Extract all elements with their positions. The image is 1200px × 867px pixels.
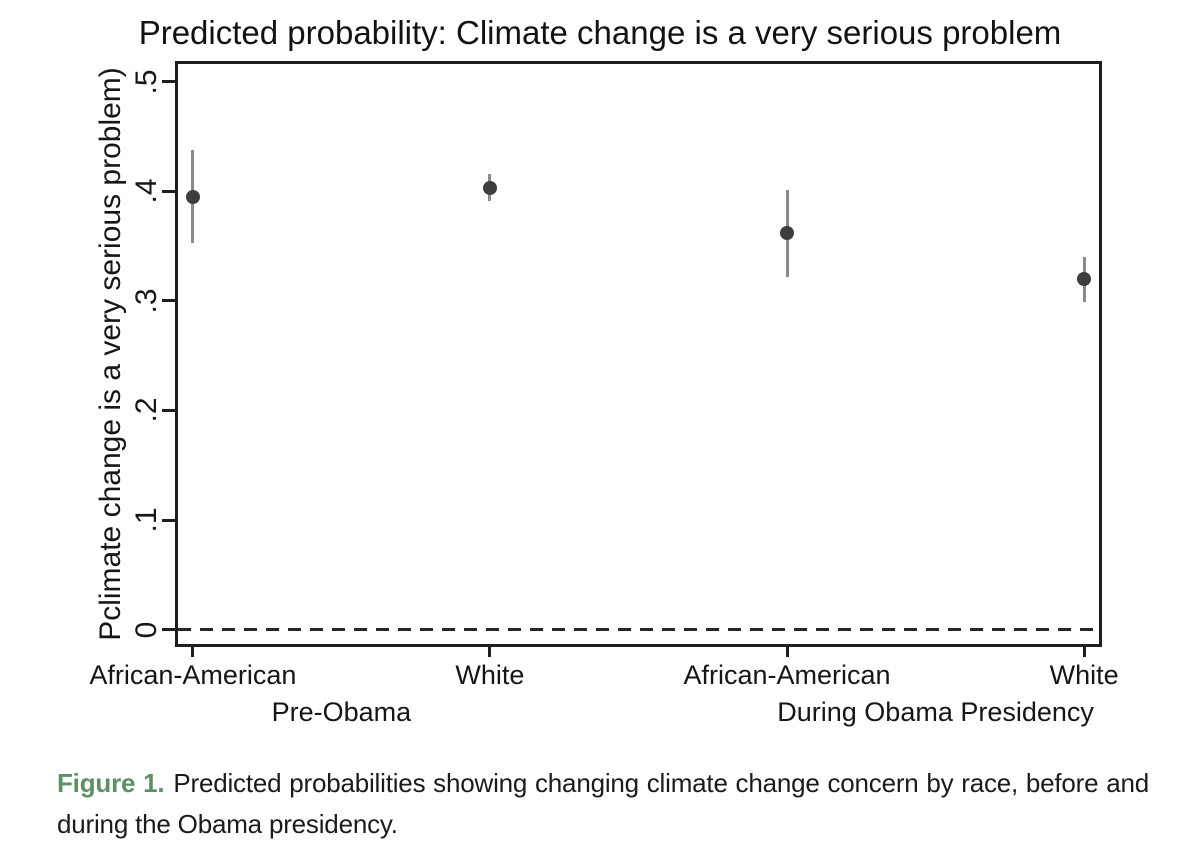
y-tick-mark xyxy=(162,80,175,84)
x-group-label: Pre-Obama xyxy=(271,697,412,727)
plot-area: 0 .1 .2 .3 .4 .5 African-American White African-… xyxy=(89,61,1119,727)
y-tick-mark xyxy=(162,518,175,522)
figure-caption: Figure 1. Predicted probabilities showing… xyxy=(57,763,1149,845)
y-tick-mark xyxy=(162,189,175,193)
data-point-marker xyxy=(185,189,200,204)
y-tick-label: 0 xyxy=(130,621,163,639)
data-point-marker xyxy=(482,180,497,195)
x-tick-label: White xyxy=(1049,660,1119,690)
x-tick-mark xyxy=(488,644,492,657)
y-tick-label: .2 xyxy=(130,397,163,423)
x-tick-mark xyxy=(1082,644,1086,657)
caption-label: Figure 1. xyxy=(57,768,165,798)
x-tick-label: White xyxy=(455,660,525,690)
y-tick-mark xyxy=(162,628,175,632)
data-point-marker xyxy=(1077,271,1092,286)
caption-text: Predicted probabilities showing changing… xyxy=(57,768,1149,839)
x-tick-label: African-American xyxy=(683,660,891,690)
data-point-marker xyxy=(780,225,795,240)
y-tick-label: .3 xyxy=(130,288,163,314)
x-tick-mark xyxy=(785,644,789,657)
x-group-label: During Obama Presidency xyxy=(777,697,1094,727)
y-tick-mark xyxy=(162,299,175,303)
y-tick-label: .1 xyxy=(130,507,163,533)
zero-line xyxy=(178,628,1099,632)
x-tick-mark xyxy=(191,644,195,657)
y-axis-label: Pclimate change is a very serious proble… xyxy=(94,67,127,641)
chart-title: Predicted probability: Climate change is… xyxy=(138,14,1062,51)
x-tick-label: African-American xyxy=(89,660,297,690)
y-tick-label: .5 xyxy=(130,69,163,95)
y-tick-label: .4 xyxy=(130,178,163,204)
y-tick-mark xyxy=(162,408,175,412)
